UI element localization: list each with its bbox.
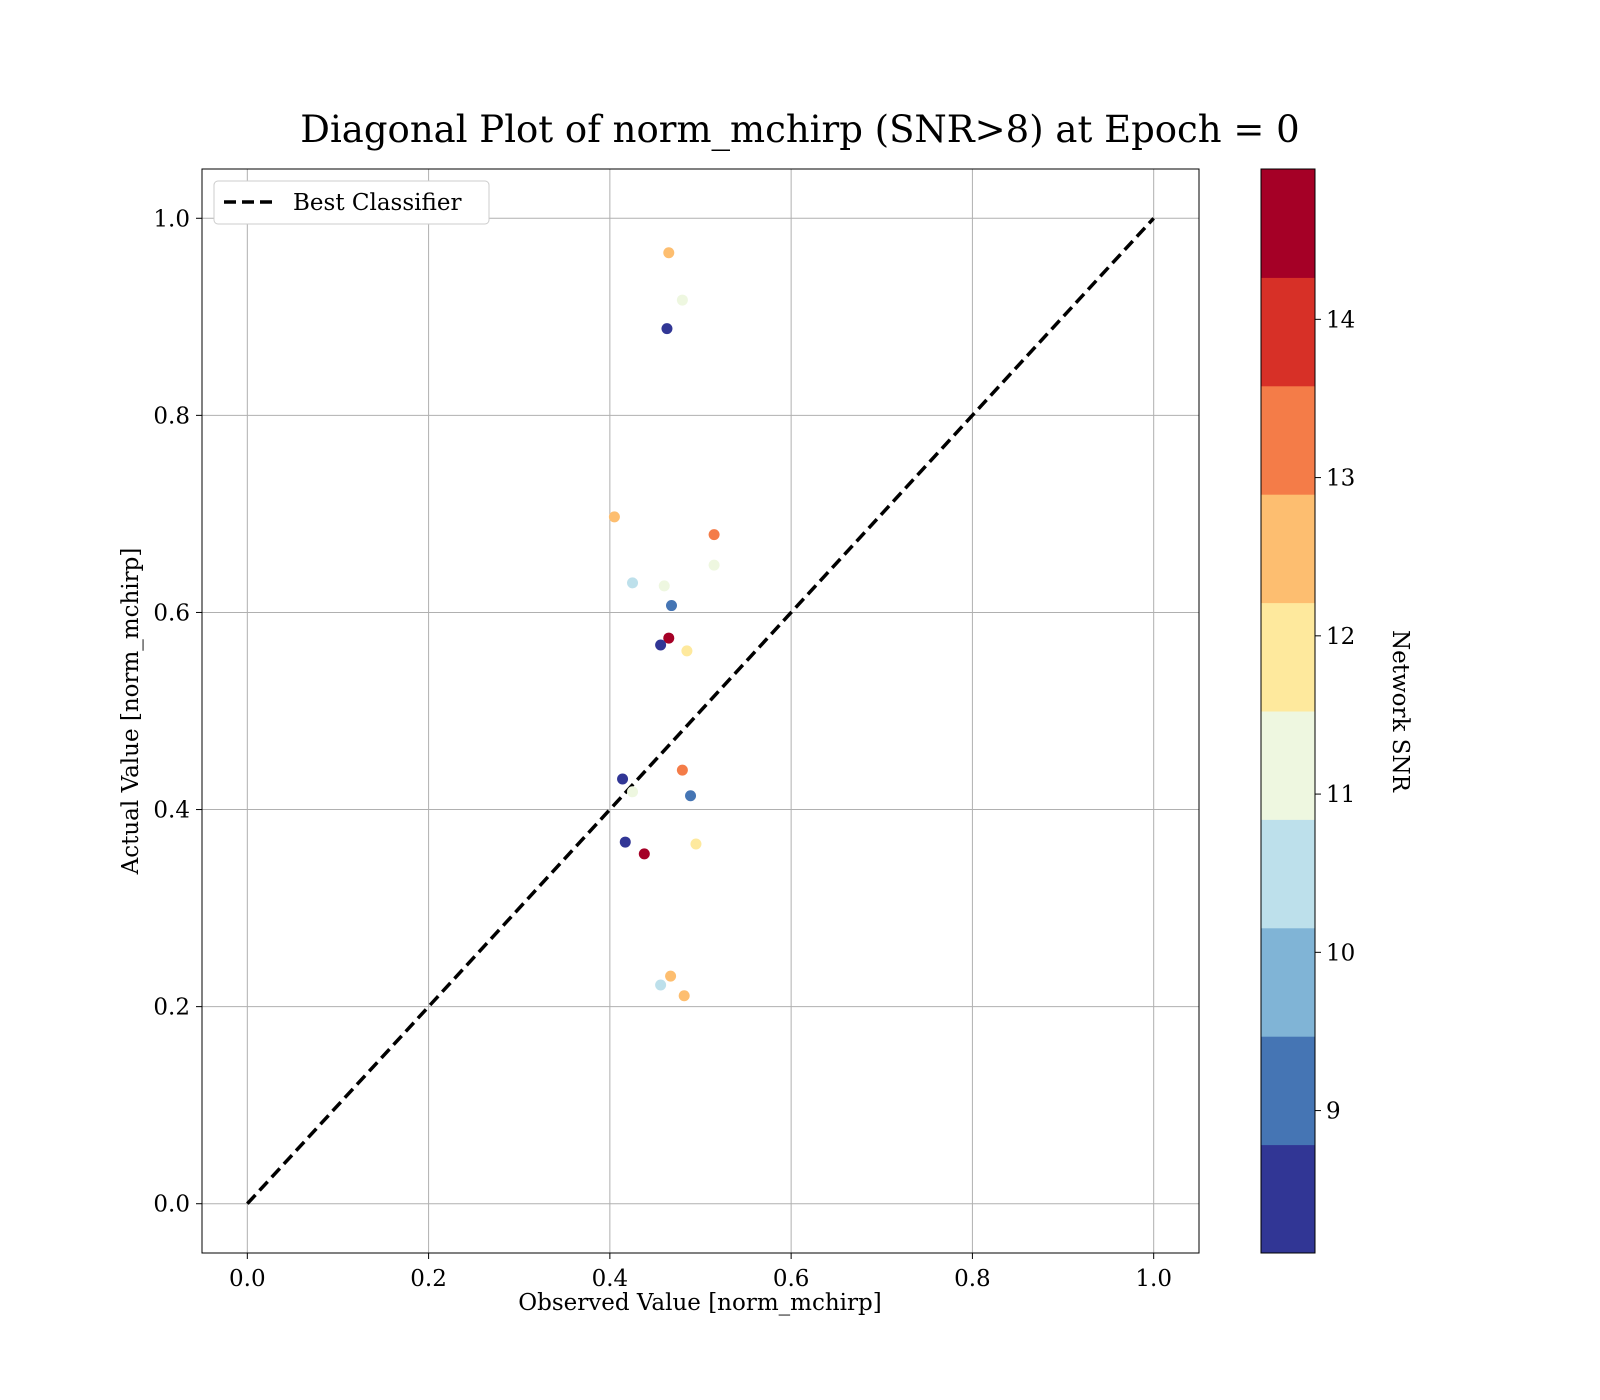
scatter-point [619,836,631,848]
scatter-point [617,773,629,785]
colorbar-frame [1260,168,1316,1254]
x-tick-label: 0.8 [954,1266,991,1292]
x-tick-label: 0.0 [229,1266,266,1292]
colorbar-label: Network SNR [1387,630,1413,793]
colorbar-tick-label: 12 [1326,624,1355,650]
scatter-point [708,529,720,541]
colorbar-segment [1261,927,1315,1037]
scatter-point [663,632,675,644]
scatter-point [658,580,670,592]
y-tick-label: 0.6 [153,600,190,626]
colorbar-segment [1261,169,1315,278]
scatter-point [690,838,702,850]
scatter-point [661,323,673,335]
x-axis-label: Observed Value [norm_mchirp] [518,1290,881,1316]
legend: Best Classifier [213,180,490,225]
y-tick-label: 0.4 [153,798,190,824]
scatter-point [676,294,688,306]
reference-line-layer [246,217,1155,1205]
x-axis-ticks: 0.0 0.2 0.4 0.6 0.8 1.0 [229,1253,1172,1292]
colorbar-tick-label: 10 [1326,940,1355,966]
y-axis-ticks: 0.0 0.2 0.4 0.6 0.8 1.0 [153,206,202,1218]
scatter-point [685,790,697,802]
colorbar-segment [1261,277,1315,387]
colorbar [1261,169,1315,1254]
scatter-point [708,559,720,571]
colorbar-segment [1261,711,1315,820]
colorbar-segment [1261,1144,1315,1254]
scatter-point [678,990,690,1002]
colorbar-segment [1261,819,1315,929]
y-tick-label: 0.0 [153,1192,190,1218]
legend-entry-best-classifier: Best Classifier [293,190,461,216]
scatter-point [676,764,688,776]
scatter-point [681,645,693,657]
legend-box [213,180,490,225]
y-axis-label: Actual Value [norm_mchirp] [118,548,144,876]
y-tick-label: 0.2 [153,995,190,1021]
scatter-point [655,639,667,651]
scatter-point [655,979,667,991]
colorbar-segment [1261,1036,1315,1146]
scatter-point [663,247,675,259]
x-tick-label: 0.2 [410,1266,447,1292]
colorbar-ticks: 9 10 11 12 13 14 [1315,307,1355,1125]
colorbar-segment [1261,602,1315,712]
y-tick-label: 0.8 [153,403,190,429]
scatter-point [627,577,639,589]
chart-title: Diagonal Plot of norm_mchirp (SNR>8) at … [300,108,1299,152]
colorbar-segment [1261,494,1315,604]
x-tick-label: 0.4 [592,1266,629,1292]
scatter-point [608,511,620,523]
colorbar-tick-label: 9 [1326,1099,1341,1125]
y-tick-label: 1.0 [153,206,190,232]
x-tick-label: 0.6 [773,1266,810,1292]
scatter-point [638,848,650,860]
scatter-points [608,247,720,1002]
scatter-point [665,970,677,982]
colorbar-segment [1261,385,1315,495]
colorbar-tick-label: 11 [1326,782,1355,808]
colorbar-tick-label: 14 [1326,307,1355,333]
plot-frame [201,168,1200,1254]
x-tick-label: 1.0 [1135,1266,1172,1292]
best-classifier-line [246,217,1155,1205]
colorbar-tick-label: 13 [1326,466,1355,492]
scatter-point [665,600,677,612]
scatter-point [627,786,639,798]
